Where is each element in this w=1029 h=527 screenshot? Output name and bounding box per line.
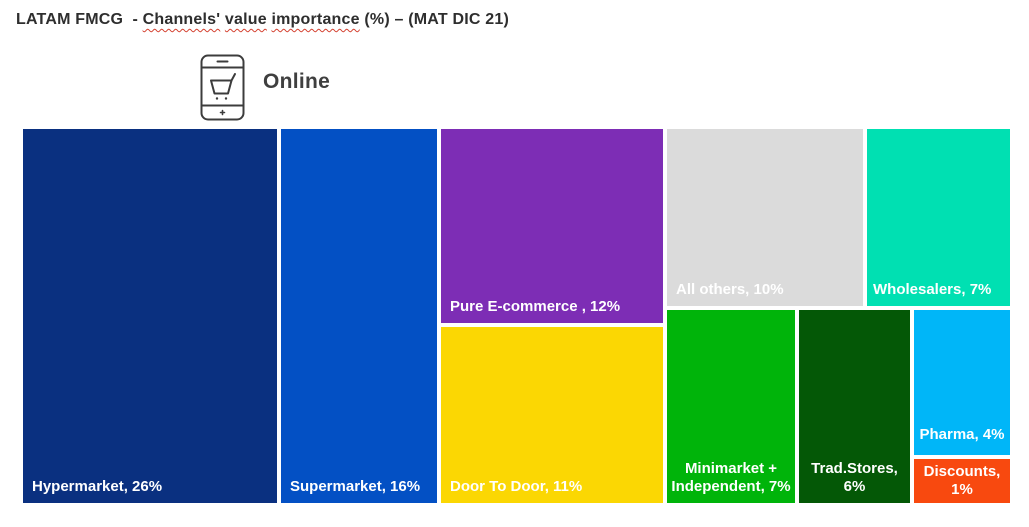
treemap-cell-pharma: Pharma, 4% — [914, 310, 1010, 455]
cell-label: Wholesalers, 7% — [873, 281, 992, 298]
treemap-cell-minimarket-independent: Minimarket + Independent, 7% — [667, 310, 795, 503]
treemap-cell-wholesalers: Wholesalers, 7% — [867, 129, 1010, 306]
online-section-label: Online — [263, 70, 331, 93]
title-segment-misspelled: Channels' — [142, 11, 221, 28]
cell-label: Pharma, 4% — [919, 426, 1005, 444]
mobile-phone-shopping-cart-icon — [200, 54, 245, 126]
title-segment-misspelled: value — [224, 11, 267, 28]
page-title: LATAM FMCG - Channels' value importance … — [16, 11, 509, 29]
title-segment: LATAM FMCG - — [16, 11, 143, 28]
title-segment: (%) – (MAT DIC 21) — [359, 11, 510, 28]
cell-label: Supermarket, 16% — [290, 478, 421, 495]
cell-label: Hypermarket, 26% — [32, 478, 163, 495]
treemap-cell-pure-ecommerce: Pure E-commerce , 12% — [441, 129, 663, 323]
treemap-cell-all-others: All others, 10% — [667, 129, 863, 306]
cell-label: Pure E-commerce , 12% — [450, 298, 621, 315]
cell-label: Trad.Stores, 6% — [811, 459, 898, 496]
cell-label: All others, 10% — [676, 281, 784, 298]
cell-label: Door To Door, 11% — [450, 478, 583, 495]
cell-label: Discounts, 1% — [923, 462, 1001, 499]
treemap-chart: Hypermarket, 26% Supermarket, 16% Pure E… — [23, 129, 1010, 503]
treemap-cell-trad-stores: Trad.Stores, 6% — [799, 310, 910, 503]
treemap-cell-hypermarket: Hypermarket, 26% — [23, 129, 277, 503]
treemap-cell-discounts: Discounts, 1% — [914, 459, 1010, 503]
treemap-cell-door-to-door: Door To Door, 11% — [441, 327, 663, 503]
treemap-cell-supermarket: Supermarket, 16% — [281, 129, 437, 503]
cell-label: Minimarket + Independent, 7% — [671, 459, 791, 496]
title-segment-misspelled: importance — [271, 11, 360, 28]
